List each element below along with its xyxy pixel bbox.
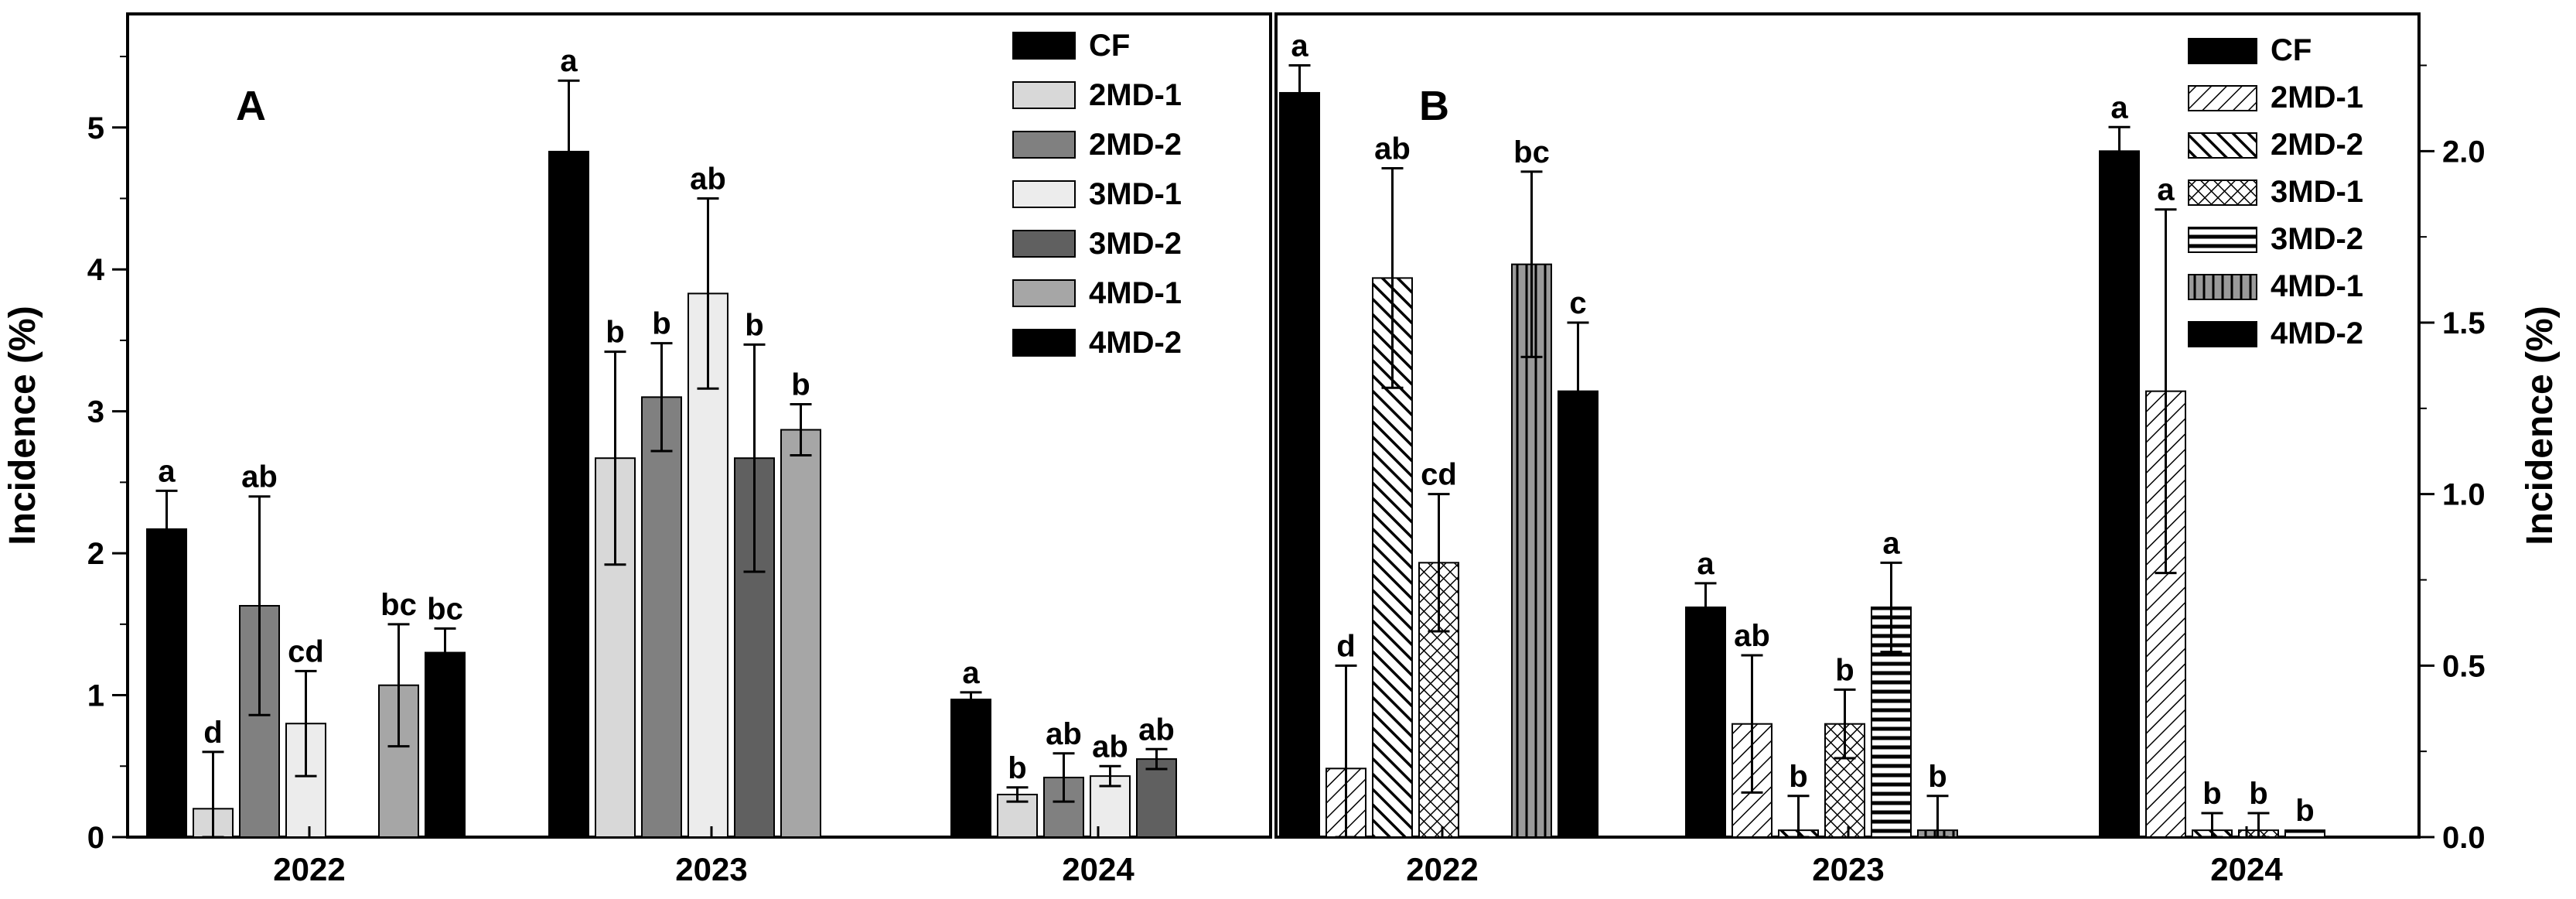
significance-label: a <box>158 454 176 488</box>
bar-cf-2024 <box>2099 150 2140 839</box>
legend-label: 2MD-2 <box>2271 128 2363 162</box>
legend-label: 4MD-2 <box>1089 326 1182 360</box>
legend-label: 3MD-1 <box>2271 175 2363 209</box>
legend-label: 3MD-1 <box>1089 177 1182 211</box>
bar-4md-1-2023 <box>780 429 821 838</box>
significance-label: bc <box>427 592 463 626</box>
significance-label: a <box>1697 547 1714 581</box>
legend-swatch <box>2188 227 2257 253</box>
legend-label: CF <box>1089 29 1130 63</box>
legend-label: CF <box>2271 33 2312 67</box>
significance-label: b <box>1928 760 1947 794</box>
x-category-label: 2024 <box>1062 851 1134 887</box>
y-tick-label: 2 <box>87 537 104 571</box>
y-tick-label: 4 <box>87 253 105 287</box>
legend-swatch <box>2188 274 2257 300</box>
x-category-label: 2024 <box>2210 851 2283 887</box>
significance-label: ab <box>241 460 278 494</box>
significance-label: a <box>1882 526 1900 560</box>
y-tick-label: 2.0 <box>2442 135 2486 169</box>
legend-label: 3MD-2 <box>2271 222 2363 256</box>
y-tick-label: 1.5 <box>2442 306 2486 340</box>
significance-label: a <box>962 656 980 690</box>
significance-label: ab <box>1138 713 1175 747</box>
significance-label: b <box>606 316 624 350</box>
x-category-label: 2022 <box>273 851 345 887</box>
significance-label: cd <box>1421 458 1457 492</box>
bar-cf-2022 <box>1279 91 1320 838</box>
legend-label: 4MD-2 <box>2271 316 2363 350</box>
bar-3md-2-2024 <box>2284 829 2325 838</box>
legend-swatch <box>2188 85 2257 111</box>
y-tick-label: 3 <box>87 395 104 429</box>
bar-4md-1-2022 <box>1511 263 1552 838</box>
legend-swatch <box>1012 131 1076 159</box>
y-tick-label: 0.5 <box>2442 649 2486 683</box>
significance-label: d <box>1336 629 1355 663</box>
significance-label: b <box>2295 794 2314 828</box>
bar-cf-2023 <box>548 150 589 838</box>
significance-label: a <box>2157 173 2175 207</box>
y-tick-label: 1.0 <box>2442 478 2486 512</box>
significance-label: c <box>1569 286 1586 320</box>
legend-swatch <box>1012 81 1076 109</box>
x-category-label: 2023 <box>1812 851 1884 887</box>
significance-label: d <box>203 716 222 750</box>
panel-letter: B <box>1419 83 1449 129</box>
significance-label: a <box>2110 91 2128 125</box>
legend-swatch <box>2188 321 2257 347</box>
legend-swatch <box>1012 180 1076 208</box>
legend-swatch <box>2188 132 2257 159</box>
bar-4md-2-2022 <box>425 651 466 838</box>
y-tick-label: 0.0 <box>2442 821 2486 855</box>
legend-swatch <box>1012 279 1076 307</box>
significance-label: b <box>791 367 810 402</box>
panel-letter: A <box>236 83 266 129</box>
legend-swatch <box>2188 38 2257 64</box>
legend-label: 4MD-1 <box>2271 269 2363 303</box>
significance-label: b <box>652 307 670 341</box>
significance-label: bc <box>1513 135 1550 169</box>
x-category-label: 2023 <box>675 851 747 887</box>
legend-label: 3MD-2 <box>1089 227 1182 261</box>
legend-label: 2MD-1 <box>1089 78 1182 112</box>
significance-label: ab <box>1092 730 1128 764</box>
significance-label: b <box>745 308 763 342</box>
legend-label: 4MD-1 <box>1089 276 1182 310</box>
significance-label: ab <box>1734 619 1770 653</box>
significance-label: b <box>1789 760 1807 794</box>
bar-cf-2024 <box>950 699 991 838</box>
y-axis-label: Incidence (%) <box>2520 306 2561 545</box>
legend-label: 2MD-1 <box>2271 80 2363 115</box>
significance-label: a <box>560 44 578 78</box>
bar-3md-2-2024 <box>1136 758 1177 839</box>
significance-label: bc <box>380 588 417 622</box>
y-axis-label: Incidence (%) <box>2 306 43 545</box>
significance-label: b <box>1835 653 1854 687</box>
significance-label: cd <box>288 634 324 668</box>
legend-swatch <box>1012 32 1076 60</box>
y-tick-label: 0 <box>87 821 104 855</box>
significance-label: ab <box>690 162 726 196</box>
bar-cf-2022 <box>146 528 187 838</box>
legend-swatch <box>1012 230 1076 258</box>
legend-label: 2MD-2 <box>1089 128 1182 162</box>
significance-label: b <box>2202 777 2221 811</box>
y-tick-label: 1 <box>87 679 104 713</box>
significance-label: b <box>2249 777 2267 811</box>
significance-label: ab <box>1046 717 1082 751</box>
legend-swatch <box>1012 329 1076 357</box>
significance-label: a <box>1291 29 1308 63</box>
significance-label: b <box>1008 751 1026 785</box>
bar-2md-2-2023 <box>641 396 682 838</box>
y-tick-label: 5 <box>87 111 104 145</box>
legend-swatch <box>2188 179 2257 206</box>
x-category-label: 2022 <box>1406 851 1478 887</box>
bar-cf-2023 <box>1685 606 1726 838</box>
significance-label: ab <box>1374 132 1411 166</box>
